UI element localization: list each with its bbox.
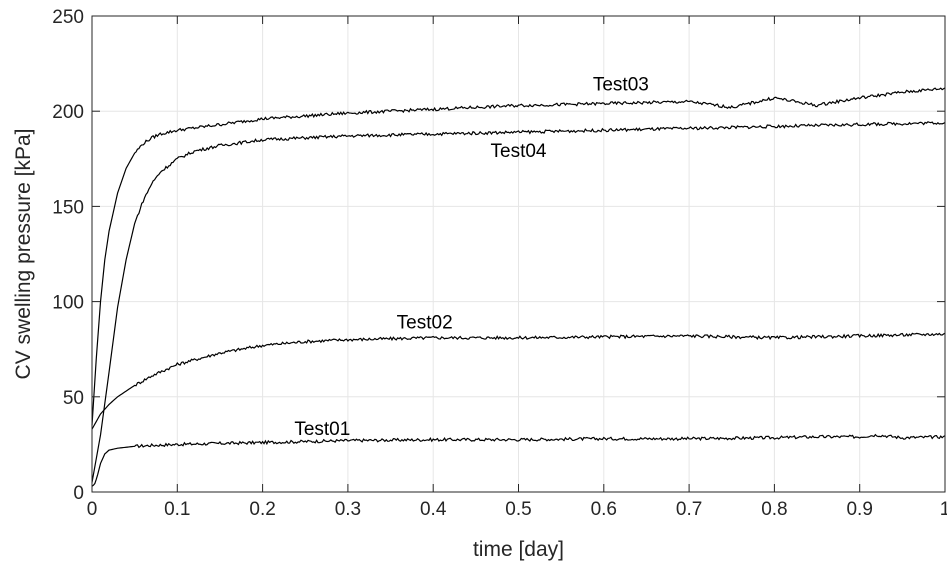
series-line-test03 <box>91 87 946 426</box>
x-tick-label: 1 <box>940 499 947 520</box>
series-line-test04 <box>91 121 946 483</box>
x-tick-label: 0.5 <box>505 499 531 520</box>
x-tick-label: 0.1 <box>164 499 190 520</box>
y-tick-label: 150 <box>52 197 84 218</box>
series-label-test03: Test03 <box>593 74 649 95</box>
series-line-test02 <box>91 332 946 430</box>
x-tick-label: 0.2 <box>249 499 275 520</box>
x-tick-label: 0.3 <box>335 499 361 520</box>
x-axis-label: time [day] <box>473 538 564 561</box>
y-tick-label: 0 <box>73 483 84 504</box>
x-tick-label: 0.7 <box>676 499 702 520</box>
x-tick-label: 0.4 <box>420 499 447 520</box>
x-tick-label: 0 <box>87 499 98 520</box>
series-label-test02: Test02 <box>397 312 453 333</box>
series-line-test01 <box>91 433 946 487</box>
series-lines <box>91 87 946 487</box>
x-tick-label: 0.8 <box>761 499 787 520</box>
series-label-test01: Test01 <box>294 419 350 440</box>
x-tick-label: 0.9 <box>846 499 872 520</box>
y-tick-label: 100 <box>52 293 84 314</box>
series-label-test04: Test04 <box>491 141 547 162</box>
y-tick-label: 50 <box>63 388 84 409</box>
y-tick-labels: 0 50 100 150 200 250 <box>52 7 84 504</box>
series-labels: Test01 Test02 Test03 Test04 <box>294 74 649 440</box>
x-tick-labels: 0 0.1 0.2 0.3 0.4 0.5 0.6 0.7 0.8 0.9 1 <box>87 499 947 520</box>
y-tick-label: 200 <box>52 102 84 123</box>
x-tick-label: 0.6 <box>591 499 617 520</box>
axis-ticks <box>91 15 946 493</box>
grid-lines <box>92 16 945 492</box>
y-tick-label: 250 <box>52 7 84 28</box>
y-axis-label: CV swelling pressure [kPa] <box>12 129 35 380</box>
